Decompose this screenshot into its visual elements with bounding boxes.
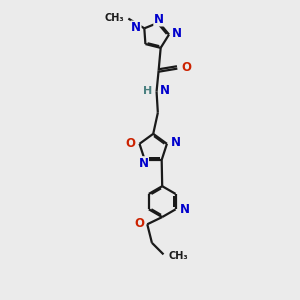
Text: CH₃: CH₃	[168, 251, 188, 261]
Text: O: O	[126, 137, 136, 150]
Text: N: N	[170, 136, 181, 149]
Text: N: N	[180, 203, 190, 216]
Text: N: N	[172, 27, 182, 40]
Text: N: N	[154, 13, 164, 26]
Text: N: N	[160, 84, 170, 97]
Text: N: N	[139, 157, 148, 170]
Text: O: O	[182, 61, 191, 74]
Text: H: H	[143, 86, 153, 96]
Text: CH₃: CH₃	[104, 13, 124, 22]
Text: N: N	[131, 21, 141, 34]
Text: O: O	[134, 217, 144, 230]
